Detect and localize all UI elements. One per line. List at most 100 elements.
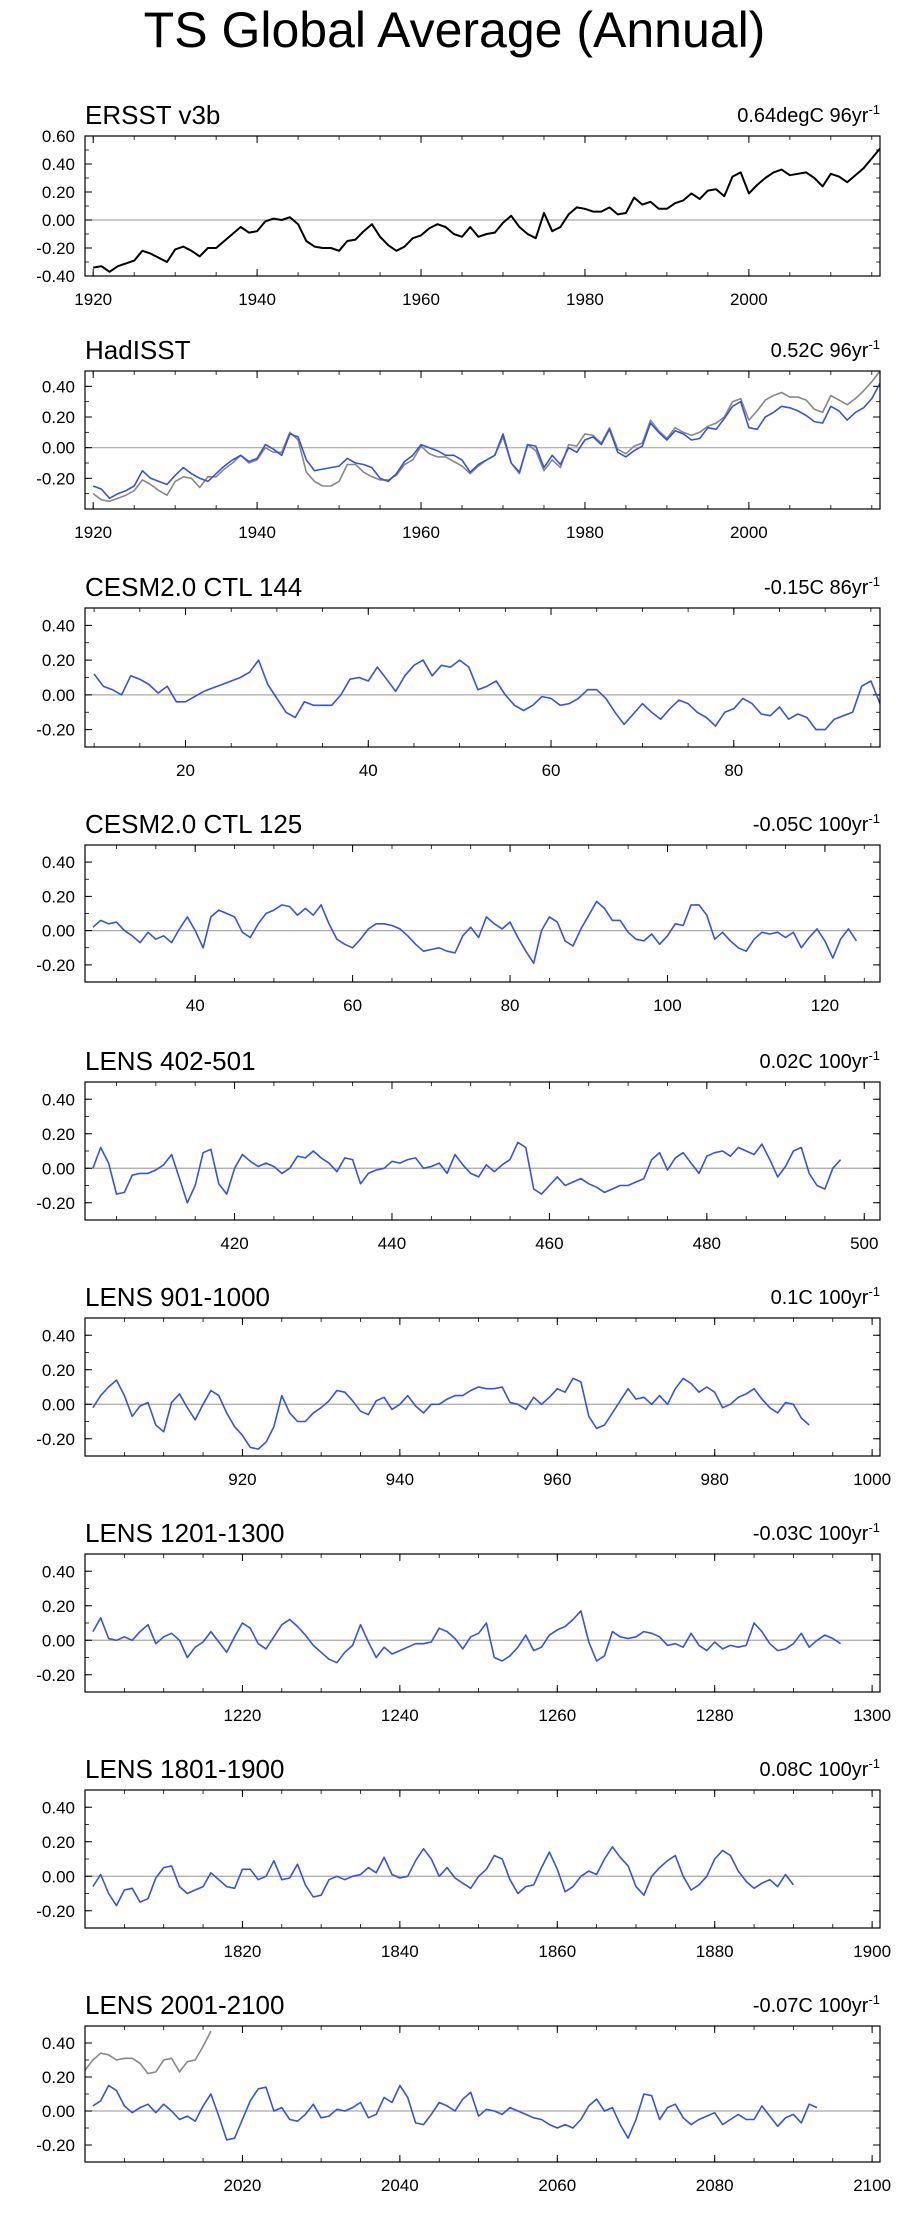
- trend-stat-exponent: -1: [868, 1048, 880, 1063]
- series-line-ersst-v3b: [92, 371, 880, 503]
- x-tick-label: 1000: [853, 1470, 891, 1489]
- trend-stat: -0.15C 86yr-1: [764, 574, 880, 599]
- trend-stat-exponent: -1: [868, 1756, 880, 1771]
- trend-stat: 0.08C 100yr-1: [759, 1756, 880, 1781]
- x-tick-label: 1980: [566, 523, 604, 542]
- series-line-lens-1201-1300: [92, 1610, 842, 1664]
- trend-stat-exponent: -1: [868, 102, 880, 117]
- x-tick-label: 1260: [538, 1706, 576, 1725]
- x-tick-label: 1880: [696, 1942, 734, 1961]
- trend-stat: -0.05C 100yr-1: [753, 811, 880, 836]
- series-line-ersst-v3b: [93, 147, 880, 273]
- plot-frame: [84, 1789, 881, 1929]
- x-tick-label: 960: [543, 1470, 571, 1489]
- plot-frame: [84, 1317, 881, 1457]
- panel-title: LENS 2001-2100: [85, 1990, 284, 2020]
- x-tick-label: 1820: [224, 1942, 262, 1961]
- chart-panel-9: LENS 2001-2100 -0.07C 100yr-1 0.40 0.20 0.00…: [36, 1990, 891, 2195]
- x-tick-label: 440: [378, 1234, 406, 1253]
- x-tick-label: 2040: [381, 2176, 419, 2195]
- x-tick-label: 940: [386, 1470, 414, 1489]
- plot-frame: [84, 1553, 881, 1693]
- trend-stat: -0.03C 100yr-1: [753, 1520, 880, 1545]
- y-tick-label: 0.20: [42, 183, 75, 202]
- panel-title: LENS 402-501: [85, 1046, 256, 1076]
- trend-stat-exponent: -1: [868, 1992, 880, 2007]
- y-tick-label: -0.20: [36, 1430, 75, 1449]
- x-tick-label: 1920: [74, 290, 112, 309]
- x-tick-label: 20: [176, 761, 195, 780]
- x-tick-label: 1280: [696, 1706, 734, 1725]
- y-tick-label: 0.20: [42, 1361, 75, 1380]
- y-tick-label: -0.20: [36, 956, 75, 975]
- y-tick-label: 0.00: [42, 922, 75, 941]
- panel-title: CESM2.0 CTL 144: [85, 572, 302, 602]
- x-tick-label: 60: [343, 996, 362, 1015]
- panel-title: HadISST: [85, 335, 191, 365]
- x-tick-label: 2000: [730, 523, 768, 542]
- y-tick-label: -0.20: [36, 721, 75, 740]
- y-tick-label: -0.20: [36, 1194, 75, 1213]
- plot-frame: [84, 2025, 881, 2163]
- series-line-lens-402-501: [92, 1141, 842, 1204]
- chart-panel-8: LENS 1801-1900 0.08C 100yr-1 0.40 0.20 0.00 -…: [36, 1754, 891, 1961]
- series-line-cesm2-0-ctl-144: [93, 659, 880, 731]
- x-tick-label: 120: [811, 996, 839, 1015]
- trend-stat: 0.02C 100yr-1: [759, 1048, 880, 1073]
- series-line-lens-901-1000: [92, 1377, 810, 1450]
- trend-stat-exponent: -1: [868, 337, 880, 352]
- panel-title: ERSST v3b: [85, 100, 220, 130]
- y-tick-label: 0.00: [42, 1631, 75, 1650]
- y-tick-label: 0.00: [42, 211, 75, 230]
- x-tick-label: 1940: [238, 290, 276, 309]
- page-title: TS Global Average (Annual): [143, 2, 766, 58]
- y-tick-label: -0.20: [36, 1666, 75, 1685]
- y-tick-label: 0.20: [42, 887, 75, 906]
- x-tick-label: 2020: [224, 2176, 262, 2195]
- plot-frame: [84, 135, 881, 277]
- y-tick-label: -0.20: [36, 239, 75, 258]
- x-tick-label: 40: [186, 996, 205, 1015]
- trend-stat: 0.52C 96yr-1: [771, 337, 880, 362]
- x-tick-label: 1900: [853, 1942, 891, 1961]
- x-tick-label: 1960: [402, 523, 440, 542]
- x-tick-label: 1980: [566, 290, 604, 309]
- y-tick-label: 0.00: [42, 1159, 75, 1178]
- plot-frame: [84, 1081, 881, 1221]
- x-tick-label: 460: [535, 1234, 563, 1253]
- trend-stat-exponent: -1: [868, 574, 880, 589]
- trend-stat-exponent: -1: [868, 1284, 880, 1299]
- x-tick-label: 80: [501, 996, 520, 1015]
- chart-panel-7: LENS 1201-1300 -0.03C 100yr-1 0.40 0.20 0.00…: [36, 1518, 891, 1725]
- y-tick-label: 0.00: [42, 1395, 75, 1414]
- y-tick-label: 0.00: [42, 686, 75, 705]
- x-tick-label: 100: [653, 996, 681, 1015]
- chart-panel-6: LENS 901-1000 0.1C 100yr-1 0.40 0.20 0.00 -0.…: [36, 1282, 891, 1489]
- x-tick-label: 420: [220, 1234, 248, 1253]
- x-tick-label: 2000: [730, 290, 768, 309]
- chart-panel-5: LENS 402-501 0.02C 100yr-1 0.40 0.20 0.00 -0.…: [36, 1046, 881, 1253]
- plot-frame: [84, 607, 881, 748]
- x-tick-label: 500: [850, 1234, 878, 1253]
- y-tick-label: 0.20: [42, 1833, 75, 1852]
- y-tick-label: 0.20: [42, 1125, 75, 1144]
- y-tick-label: 0.40: [42, 1562, 75, 1581]
- trend-stat: -0.07C 100yr-1: [753, 1992, 880, 2017]
- trend-stat-exponent: -1: [868, 811, 880, 826]
- chart-panel-1: ERSST v3b 0.64degC 96yr-1 0.60 0.40 0.20 0.00…: [36, 100, 881, 309]
- panel-title: CESM2.0 CTL 125: [85, 809, 302, 839]
- chart-panel-2: HadISST 0.52C 96yr-1 0.40 0.20 0.00 -0.20 1920…: [36, 335, 881, 542]
- y-tick-label: 0.40: [42, 1326, 75, 1345]
- panel-title: LENS 1201-1300: [85, 1518, 284, 1548]
- x-tick-label: 1300: [853, 1706, 891, 1725]
- y-tick-label: 0.00: [42, 1867, 75, 1886]
- x-tick-label: 60: [542, 761, 561, 780]
- series-line-hadisst: [92, 382, 880, 500]
- x-tick-label: 1940: [238, 523, 276, 542]
- x-tick-label: 1220: [224, 1706, 262, 1725]
- y-tick-label: 0.60: [42, 127, 75, 146]
- y-tick-label: 0.40: [42, 1090, 75, 1109]
- y-tick-label: 0.20: [42, 1597, 75, 1616]
- panel-title: LENS 901-1000: [85, 1282, 270, 1312]
- series-line-cesm2-0-ctl-125: [92, 900, 858, 965]
